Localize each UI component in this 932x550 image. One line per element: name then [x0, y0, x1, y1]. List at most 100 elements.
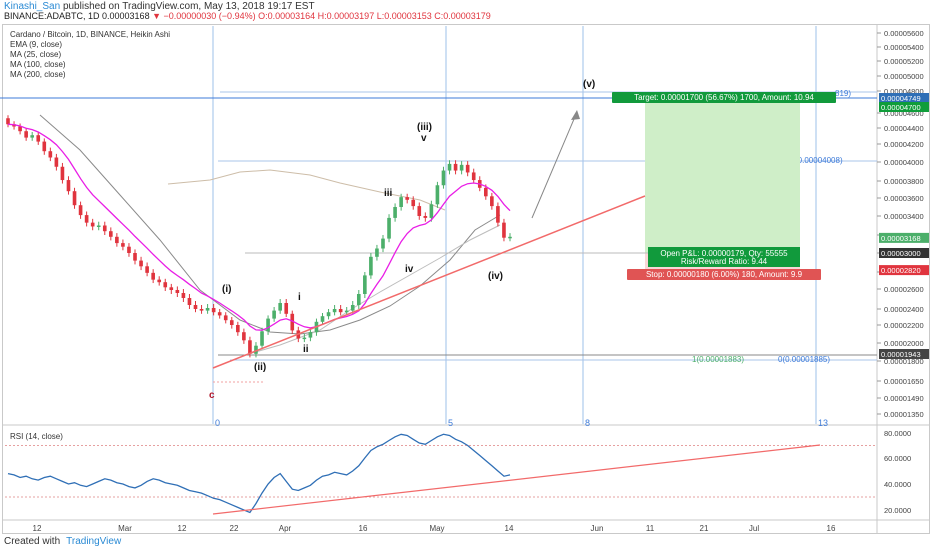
- symbol-text: BINANCE:ADABTC, 1D 0.00003168: [4, 11, 150, 21]
- candle-body: [260, 331, 264, 346]
- candle-body: [205, 308, 210, 311]
- candle-body: [266, 318, 270, 332]
- candle-body: [375, 248, 379, 257]
- fib-level-label: 819): [835, 89, 851, 98]
- fib-level-label: 0(0.00001885): [778, 355, 830, 364]
- candle-body: [320, 316, 325, 322]
- legend-item: MA (200, close): [10, 70, 66, 79]
- ma100-line: [39, 114, 501, 335]
- price-tag-bg: [879, 102, 929, 112]
- candle-body: [429, 204, 434, 218]
- x-tick-label: 22: [230, 524, 239, 533]
- candle-body: [151, 272, 155, 280]
- symbol-line: BINANCE:ADABTC, 1D 0.00003168 ▼ −0.00000…: [4, 11, 491, 21]
- x-tick-label: Mar: [118, 524, 132, 533]
- price-tag: 0.00001943: [881, 350, 921, 359]
- candle-body: [96, 225, 101, 227]
- y-tick-label: 0.00004000: [884, 158, 924, 167]
- wave-label: i: [298, 292, 301, 303]
- candle-body: [236, 325, 240, 333]
- wave-label: ii: [303, 344, 309, 355]
- candle-body: [187, 298, 192, 305]
- candle-body: [502, 222, 506, 238]
- candle-body: [229, 320, 234, 325]
- candle-body: [78, 205, 83, 216]
- candle-body: [169, 287, 174, 290]
- price-tag: 0.00003000: [881, 249, 921, 258]
- candle-body: [12, 124, 16, 127]
- candle-body: [48, 151, 53, 158]
- y-tick-label: 0.00001350: [884, 410, 924, 419]
- y-tick-label: 0.00003400: [884, 212, 924, 221]
- candle-body: [332, 309, 337, 313]
- support-trendline: [212, 195, 646, 369]
- target-zone: [645, 102, 800, 253]
- x-tick-label: 12: [33, 524, 42, 533]
- y-tick-label: 0.00004200: [884, 140, 924, 149]
- y-tick-label: 0.00001800: [884, 357, 924, 366]
- y-tick-label: 0.00003800: [884, 177, 924, 186]
- x-tick-label: Jun: [591, 524, 604, 533]
- candle-body: [381, 238, 385, 249]
- candle-body: [405, 197, 409, 200]
- footer-created: Created with: [4, 536, 61, 547]
- candle-body: [356, 294, 361, 305]
- candle-body: [193, 305, 198, 309]
- x-tick-label: 16: [827, 524, 836, 533]
- candle-body: [139, 260, 143, 267]
- y-tick-label: 0.00005400: [884, 43, 924, 52]
- candle-body: [308, 332, 313, 338]
- target-label: Target: 0.00001700 (56.67%) 1700, Amount…: [634, 93, 814, 102]
- candle-body: [121, 243, 125, 247]
- rsi-trendline: [212, 444, 821, 515]
- chart-legend: Cardano / Bitcoin, 1D, BINANCE, Heikin A…: [10, 30, 170, 80]
- y-tick-label: 0.00005000: [884, 72, 924, 81]
- wave-label: iv: [405, 264, 414, 275]
- x-tick-label: Jul: [749, 524, 759, 533]
- x-tick-label: 16: [359, 524, 368, 533]
- candle-body: [223, 315, 228, 321]
- candle-body: [363, 275, 367, 294]
- author-link[interactable]: Kinashi_San: [4, 1, 61, 12]
- candle-body: [423, 216, 428, 218]
- candle-body: [453, 163, 458, 171]
- candle-body: [133, 253, 137, 261]
- candle-body: [30, 135, 35, 138]
- price-tag: 0.00003168: [881, 234, 921, 243]
- y-tick-label: 0.00002600: [884, 285, 924, 294]
- candle-body: [344, 310, 349, 313]
- change-text: ▼ −0.00000030 (−0.94%): [152, 11, 256, 21]
- wave-label: c: [209, 390, 215, 401]
- y-tick-label: 0.00001490: [884, 394, 924, 403]
- chart-frame: [2, 24, 930, 534]
- price-tag-bg: [879, 265, 929, 276]
- candle-body: [326, 312, 331, 317]
- fib-level-label: 1(0.00001883): [692, 355, 744, 364]
- y-tick-label: 0.00002400: [884, 305, 924, 314]
- candle-body: [411, 199, 416, 207]
- candle-body: [175, 290, 180, 293]
- candle-body: [145, 266, 149, 273]
- candle-body: [490, 196, 494, 207]
- fib-time-label: 13: [818, 418, 828, 428]
- y-tick-label: 0.00003600: [884, 194, 924, 203]
- wave-label: (v): [583, 79, 595, 90]
- candle-body: [115, 236, 119, 244]
- candle-body: [393, 207, 397, 218]
- candle-body: [387, 217, 391, 239]
- target-label-bg: [612, 92, 836, 103]
- wave-label: v: [421, 133, 427, 144]
- candle-body: [350, 305, 355, 311]
- wave-label: (i): [222, 284, 231, 295]
- candle-body: [417, 206, 422, 216]
- x-tick-label: 11: [646, 524, 655, 533]
- price-tag-bg: [879, 248, 929, 258]
- candle-body: [163, 282, 168, 288]
- fib-time-label: 5: [448, 418, 453, 428]
- candle-body: [284, 303, 289, 314]
- tradingview-logo[interactable]: TradingView: [66, 536, 122, 547]
- rsi-tick-label: 60.0000: [884, 454, 911, 463]
- candle-body: [254, 345, 258, 354]
- price-tag: 0.00002820: [881, 266, 921, 275]
